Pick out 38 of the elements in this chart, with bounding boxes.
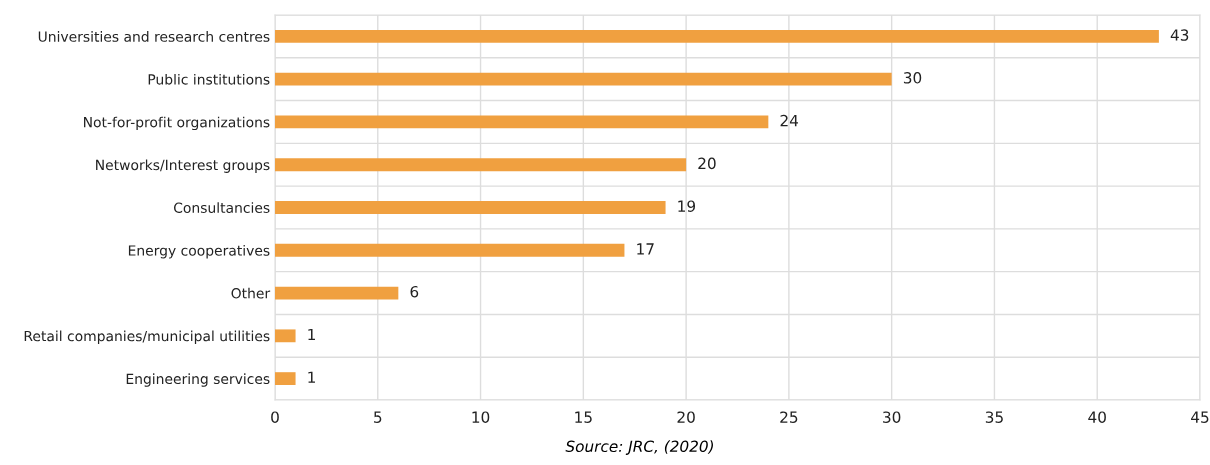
data-label: 17	[637, 243, 654, 255]
bar	[275, 72, 892, 86]
x-tick-label: 20	[677, 411, 695, 423]
data-label: 43	[1170, 29, 1189, 41]
x-tick-label: 35	[985, 411, 1003, 423]
y-tick-label: Retail companies/municipal utilities	[24, 330, 270, 344]
y-tick-label: Networks/Interest groups	[96, 159, 270, 173]
y-tick-label: Universities and research centres	[38, 31, 270, 42]
x-tick-label: 40	[1088, 411, 1106, 423]
data-label: 1	[308, 371, 315, 383]
y-tick-label: Other	[231, 287, 271, 299]
y-tick-label: Public institutions	[148, 73, 270, 85]
source-note: Source: JRC, (2020)	[565, 440, 713, 455]
x-tick-label: 10	[472, 411, 490, 423]
bar	[275, 158, 687, 172]
bar	[275, 29, 1159, 43]
bar	[275, 286, 399, 300]
bar	[275, 201, 666, 214]
y-tick-label: Engineering services	[126, 373, 270, 387]
data-label: 1	[308, 328, 315, 341]
x-tick-label: 15	[575, 411, 592, 423]
x-tick-label: 30	[883, 411, 901, 423]
y-tick-label: Energy cooperatives	[128, 245, 270, 259]
data-label: 24	[780, 114, 799, 127]
bar	[275, 372, 296, 386]
bar	[275, 329, 296, 343]
y-tick-label: Consultancies	[173, 202, 270, 213]
data-label: 19	[678, 200, 696, 212]
x-tick-label: 25	[780, 411, 798, 423]
data-label: 30	[903, 72, 922, 84]
data-label: 6	[410, 285, 419, 298]
x-tick-label: 5	[374, 411, 382, 423]
bar	[275, 115, 769, 129]
y-tick-label: Not-for-profit organizations	[84, 116, 270, 131]
x-tick-label: 45	[1191, 411, 1209, 423]
x-tick-label: 0	[271, 411, 279, 423]
bar	[275, 243, 625, 257]
data-label: 20	[698, 157, 716, 170]
